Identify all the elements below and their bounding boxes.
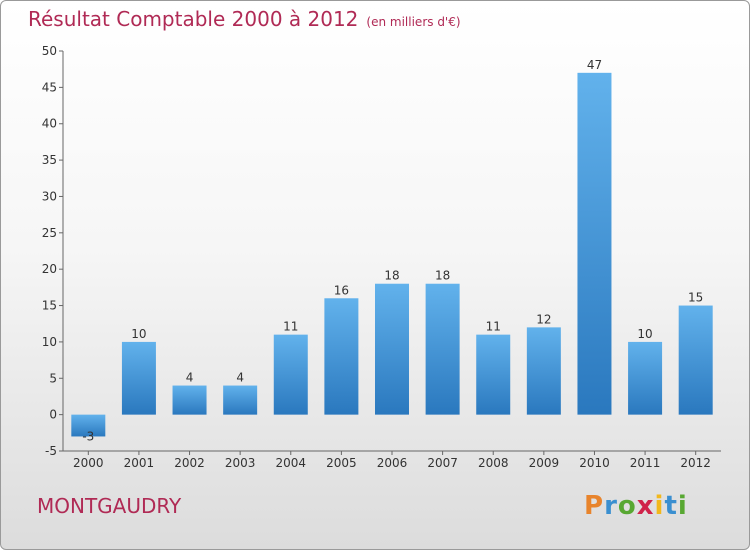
y-tick-label: 35 [42, 153, 57, 167]
y-tick-label: 25 [42, 226, 57, 240]
x-tick-label: 2009 [529, 456, 560, 470]
bar-value-label: -3 [82, 429, 94, 443]
y-tick-label: 5 [49, 371, 57, 385]
x-tick-label: 2010 [579, 456, 610, 470]
bar [678, 305, 713, 415]
x-tick-label: 2008 [478, 456, 509, 470]
bar [223, 385, 258, 415]
x-tick-label: 2003 [225, 456, 256, 470]
bar-value-label: 4 [186, 371, 194, 385]
bar [324, 298, 359, 415]
bar-value-label: 47 [587, 58, 602, 72]
x-tick-label: 2002 [174, 456, 205, 470]
commune-name: MONTGAUDRY [37, 494, 182, 518]
y-tick-label: 0 [49, 408, 57, 422]
y-tick-label: 45 [42, 80, 57, 94]
bar [577, 72, 612, 415]
bar [375, 283, 409, 415]
bar-value-label: 15 [688, 291, 703, 305]
logo-letter: x [636, 491, 655, 521]
bar-value-label: 12 [536, 312, 551, 326]
bar [425, 283, 460, 415]
x-tick-label: 2006 [377, 456, 408, 470]
x-tick-label: 2005 [326, 456, 357, 470]
bar [121, 341, 156, 415]
bar [172, 385, 207, 415]
x-tick-label: 2001 [124, 456, 155, 470]
bar-value-label: 4 [236, 371, 244, 385]
y-tick-label: 30 [42, 189, 57, 203]
proxiti-logo: Proxiti [584, 491, 688, 521]
x-tick-label: 2000 [73, 456, 104, 470]
bar-value-label: 11 [486, 320, 501, 334]
x-tick-label: 2007 [427, 456, 458, 470]
chart-title: Résultat Comptable 2000 à 2012 (en millie… [28, 7, 461, 31]
chart-bars: -3 10 4 4 11 16 18 18 11 12 47 10 15 [71, 58, 713, 443]
y-tick-label: -5 [45, 444, 57, 458]
chart-subtitle: (en milliers d'€) [366, 15, 461, 29]
bar-value-label: 10 [637, 327, 652, 341]
bar-value-label: 18 [384, 269, 399, 283]
y-tick-label: 15 [42, 299, 57, 313]
bar-value-label: 11 [283, 320, 298, 334]
logo-letter: i [677, 491, 688, 521]
bar [273, 334, 308, 415]
logo-letter: o [617, 491, 637, 521]
logo-letter: i [654, 491, 665, 521]
logo-letter: t [664, 491, 678, 521]
bar [476, 334, 511, 415]
x-tick-label: 2012 [680, 456, 711, 470]
bar [628, 341, 663, 415]
chart-title-text: Résultat Comptable 2000 à 2012 [28, 7, 359, 31]
x-tick-label: 2011 [630, 456, 661, 470]
bar-value-label: 10 [131, 327, 146, 341]
chart-axes: -5 0 5 10 15 20 25 30 35 40 45 50 2000 2001 2002 2003 20… [42, 44, 721, 470]
x-tick-label: 2004 [275, 456, 306, 470]
y-tick-label: 10 [42, 335, 57, 349]
bar [71, 414, 106, 437]
y-tick-label: 50 [42, 44, 57, 58]
bar-value-label: 16 [334, 283, 349, 297]
bar [526, 327, 561, 415]
logo-letter: P [584, 491, 605, 521]
y-tick-label: 20 [42, 262, 57, 276]
y-tick-label: 40 [42, 117, 57, 131]
bar-value-label: 18 [435, 269, 450, 283]
logo-letter: r [604, 491, 618, 521]
